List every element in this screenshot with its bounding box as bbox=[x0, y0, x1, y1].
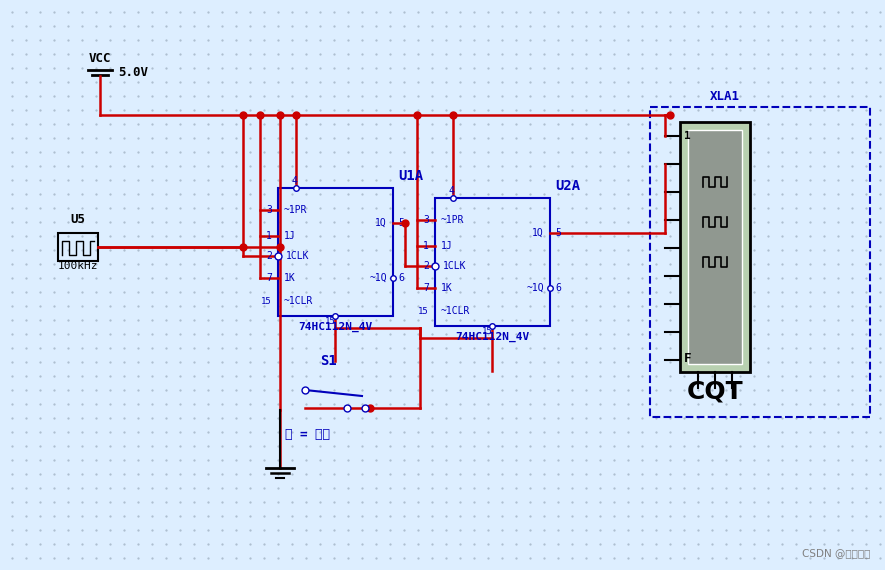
Text: 6: 6 bbox=[398, 273, 404, 283]
Text: ~1Q: ~1Q bbox=[369, 273, 387, 283]
Bar bbox=[680, 122, 750, 372]
Text: 3: 3 bbox=[423, 215, 429, 225]
Text: CQT: CQT bbox=[687, 380, 743, 404]
Text: 1K: 1K bbox=[441, 283, 453, 293]
Text: 4: 4 bbox=[291, 176, 297, 186]
Text: 5: 5 bbox=[555, 228, 561, 238]
Bar bbox=[435, 198, 550, 326]
Text: VCC: VCC bbox=[88, 51, 112, 64]
Text: 1CLK: 1CLK bbox=[443, 261, 466, 271]
Text: 1J: 1J bbox=[284, 231, 296, 241]
Text: 1: 1 bbox=[684, 131, 691, 141]
Text: 74HC112N_4V: 74HC112N_4V bbox=[455, 332, 529, 342]
Text: 7: 7 bbox=[266, 273, 272, 283]
Text: 1Q: 1Q bbox=[375, 218, 387, 228]
Text: U5: U5 bbox=[71, 213, 86, 226]
Text: ~1CLR: ~1CLR bbox=[441, 306, 470, 316]
Bar bbox=[58, 233, 98, 261]
Text: 7: 7 bbox=[423, 283, 429, 293]
Bar bbox=[278, 188, 393, 316]
Text: 74HC112N_4V: 74HC112N_4V bbox=[298, 322, 372, 332]
Text: 1: 1 bbox=[266, 231, 272, 241]
Text: 5: 5 bbox=[398, 218, 404, 228]
Text: U2A: U2A bbox=[556, 179, 581, 193]
Text: 1CLK: 1CLK bbox=[286, 251, 310, 261]
Text: ~1Q: ~1Q bbox=[527, 283, 544, 293]
Text: 1J: 1J bbox=[441, 241, 453, 251]
Text: 4: 4 bbox=[448, 186, 454, 196]
Text: 15: 15 bbox=[261, 296, 272, 306]
Text: S1: S1 bbox=[320, 354, 337, 368]
Text: 15: 15 bbox=[481, 328, 492, 336]
Text: 1: 1 bbox=[423, 241, 429, 251]
Text: 5.0V: 5.0V bbox=[118, 67, 148, 79]
Bar bbox=[650, 107, 870, 417]
Text: 3: 3 bbox=[266, 205, 272, 215]
Text: 15: 15 bbox=[419, 307, 429, 316]
Text: F: F bbox=[684, 352, 691, 364]
Text: 1K: 1K bbox=[284, 273, 296, 283]
Text: 键 = 空格: 键 = 空格 bbox=[285, 428, 330, 441]
Text: 2: 2 bbox=[266, 251, 272, 261]
Text: XLA1: XLA1 bbox=[710, 90, 740, 103]
Text: 1Q: 1Q bbox=[532, 228, 544, 238]
Text: ~1CLR: ~1CLR bbox=[284, 296, 313, 306]
Text: ~1PR: ~1PR bbox=[284, 205, 307, 215]
Text: 6: 6 bbox=[555, 283, 561, 293]
Text: 2: 2 bbox=[423, 261, 429, 271]
Text: U1A: U1A bbox=[398, 169, 424, 183]
Bar bbox=[688, 130, 742, 364]
Text: 15: 15 bbox=[325, 317, 335, 327]
Text: 100kHz: 100kHz bbox=[58, 261, 98, 271]
Text: ~1PR: ~1PR bbox=[441, 215, 465, 225]
Text: CSDN @是你呀星: CSDN @是你呀星 bbox=[802, 548, 870, 558]
